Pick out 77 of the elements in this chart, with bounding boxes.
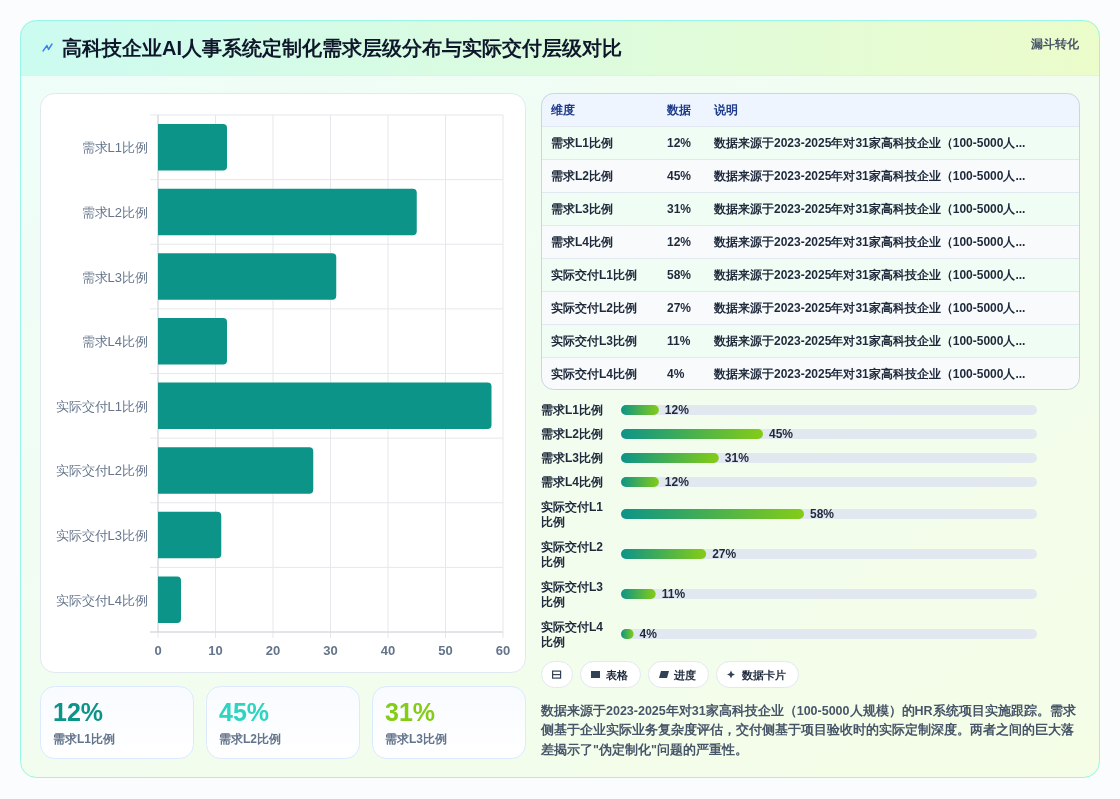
- y-tick-label: 需求L3比例: [541, 451, 604, 465]
- x-tick-label: 20: [265, 643, 281, 658]
- text: 漏斗转化: [1030, 37, 1080, 51]
- data-label: 12%: [664, 403, 690, 417]
- text: 数据来源于2023-2025年对31家高科技企业（100-5000人...: [713, 135, 1026, 150]
- x-tick-label: 10: [208, 643, 223, 658]
- x-tick-label: 0: [154, 643, 162, 658]
- category-label: 实际交付L2比例: [551, 300, 638, 315]
- data-label: 27%: [712, 547, 737, 561]
- category-label: 需求L2比例: [219, 732, 282, 746]
- y-tick-label: 需求L4比例: [541, 475, 604, 489]
- text: 数据来源于2023-2025年对31家高科技企业（100-5000人...: [713, 366, 1026, 381]
- text: 12%: [53, 698, 104, 726]
- y-tick-label: 实际交付L4比例: [55, 592, 148, 608]
- y-tick-label: 需求L1比例: [81, 140, 148, 156]
- category-label: 需求L3比例: [385, 732, 448, 746]
- data-label: 12%: [664, 475, 690, 489]
- text: 11%: [667, 333, 691, 348]
- text: 数据来源于2023-2025年对31家高科技企业（100-5000人...: [713, 267, 1026, 282]
- text: 58%: [667, 267, 692, 282]
- text: 数据来源于2023-2025年对31家高科技企业（100-5000人规模）的HR系统项目实施跟踪。需求侧基于企业实际业务复杂度评估，交付侧基于项目验收时的实际定制深度。两者之间的巨大落差揭示了"伪定制化"问题的严重性。: [540, 703, 1077, 757]
- bar: [158, 576, 181, 623]
- text: 45%: [667, 168, 692, 183]
- y-tick-label: 需求L3比例: [81, 269, 148, 285]
- bar: [158, 188, 417, 236]
- y-tick-label: 需求L2比例: [541, 427, 604, 441]
- bar: [158, 382, 492, 430]
- text: 45%: [219, 698, 270, 726]
- y-tick-label: 实际交付L4比例: [541, 620, 604, 649]
- category-label: 实际交付L1比例: [551, 267, 638, 282]
- text: 31%: [667, 201, 692, 216]
- y-tick-label: 实际交付L2比例: [55, 463, 148, 479]
- y-tick-label: 实际交付L2比例: [541, 540, 604, 569]
- text: 31%: [385, 698, 436, 726]
- y-tick-label: 实际交付L1比例: [541, 500, 604, 529]
- bar: [158, 124, 227, 171]
- data-label: 45%: [768, 427, 794, 441]
- text: 4%: [667, 366, 685, 381]
- text: 数据来源于2023-2025年对31家高科技企业（100-5000人...: [713, 201, 1026, 216]
- y-tick-label: 实际交付L3比例: [55, 528, 148, 544]
- text: 12%: [667, 135, 692, 150]
- text: 数据来源于2023-2025年对31家高科技企业（100-5000人...: [713, 300, 1026, 315]
- category-label: 需求L4比例: [551, 234, 614, 249]
- text: 维度: [550, 102, 575, 117]
- category-label: 实际交付L4比例: [551, 366, 638, 381]
- category-label: 需求L2比例: [551, 168, 614, 183]
- text: 说明: [713, 102, 738, 117]
- x-tick-label: 60: [495, 643, 511, 658]
- button: 数据卡片: [716, 661, 799, 688]
- bar: [158, 317, 227, 365]
- y-tick-label: 需求L4比例: [81, 334, 148, 350]
- x-tick-label: 50: [438, 643, 453, 658]
- y-tick-label: 实际交付L3比例: [541, 580, 604, 609]
- category-label: 实际交付L3比例: [551, 333, 638, 348]
- text: 数据来源于2023-2025年对31家高科技企业（100-5000人...: [713, 333, 1026, 348]
- text: 数据来源于2023-2025年对31家高科技企业（100-5000人...: [713, 234, 1026, 249]
- y-tick-label: 需求L1比例: [541, 403, 604, 417]
- bar: [158, 511, 222, 559]
- bar: [158, 253, 337, 300]
- y-tick-label: 需求L2比例: [81, 204, 148, 220]
- button: 进度: [648, 661, 709, 688]
- button: 表格: [580, 661, 641, 688]
- text: 27%: [667, 300, 692, 315]
- bar: [158, 447, 314, 494]
- x-tick-label: 40: [380, 643, 396, 658]
- x-tick-label: 30: [323, 643, 338, 658]
- category-label: 需求L1比例: [551, 135, 614, 150]
- data-label: 58%: [810, 507, 835, 521]
- text: 12%: [667, 234, 692, 249]
- data-label: 4%: [639, 627, 658, 641]
- chart-title: 高科技企业AI人事系统定制化需求层级分布与实际交付层级对比: [62, 37, 622, 59]
- data-label: 31%: [724, 451, 750, 465]
- text: 数据: [666, 102, 691, 117]
- y-tick-label: 实际交付L1比例: [55, 398, 148, 414]
- category-label: 需求L3比例: [551, 201, 614, 216]
- text: 数据来源于2023-2025年对31家高科技企业（100-5000人...: [713, 168, 1026, 183]
- data-label: 11%: [661, 587, 686, 601]
